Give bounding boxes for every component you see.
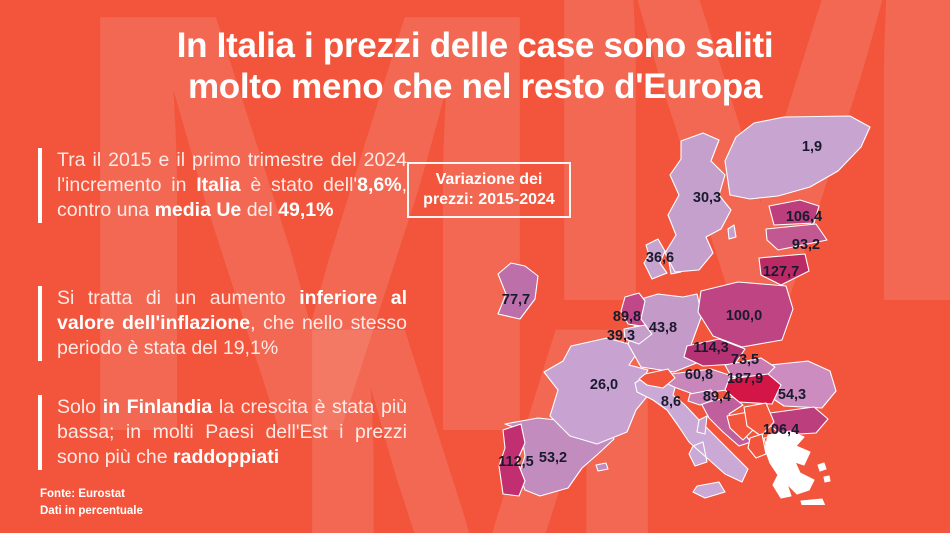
footer: Fonte: Eurostat Dati in percentuale — [40, 486, 143, 520]
text-run: è stato dell' — [240, 174, 358, 196]
greek-islands-white — [800, 462, 831, 505]
country-shape-pt — [498, 423, 526, 497]
country-shape-it — [634, 372, 749, 499]
country-shape-hu — [724, 373, 782, 405]
map-period-label-line-1: Variazione dei — [435, 171, 543, 188]
serbia-no-data — [743, 402, 775, 437]
text-run: in Finlandia — [102, 396, 213, 418]
map-period-label-line-2: prezzi: 2015-2024 — [423, 191, 555, 208]
country-shape-ee — [768, 199, 820, 226]
country-shape-lv — [765, 223, 828, 251]
slovenia-shape — [687, 389, 718, 406]
text-run: 49,1% — [278, 199, 334, 221]
text-run: Solo — [57, 396, 103, 418]
country-value-label-lt: 127,7 — [763, 264, 799, 280]
footer-source: Fonte: Eurostat — [40, 488, 125, 500]
text-run: , contro una — [57, 174, 408, 221]
text-run: del — [241, 199, 279, 221]
country-shape-sk — [724, 357, 776, 379]
text-block-finland-east: Solo in Finlandia la crescita è stata pi… — [38, 395, 407, 470]
balearic-islands-shape — [595, 462, 609, 472]
text-run: Italia — [196, 174, 241, 196]
switzerland-no-data — [638, 368, 676, 389]
text-block-italy-vs-eu-content: Tra il 2015 e il primo trimestre del 202… — [57, 148, 407, 223]
country-value-label-lv: 93,2 — [792, 237, 820, 253]
country-value-label-hr: 89,4 — [703, 389, 731, 405]
country-shape-lt — [758, 253, 810, 286]
footer-note: Dati in percentuale — [40, 505, 143, 517]
country-value-label-de: 43,8 — [649, 320, 677, 336]
country-value-label-pt: 112,5 — [498, 454, 534, 470]
gotland-shape — [727, 224, 737, 240]
country-value-label-be: 39,3 — [607, 328, 635, 344]
country-value-label-cz: 114,3 — [693, 340, 729, 356]
text-run: 8,6% — [357, 174, 402, 196]
text-run: raddoppiati — [173, 446, 280, 468]
country-value-label-at: 60,8 — [685, 367, 713, 383]
map-period-label-box: Variazione dei prezzi: 2015-2024 — [407, 162, 571, 218]
country-value-label-ie: 77,7 — [502, 292, 530, 308]
country-value-label-hu: 187,9 — [727, 371, 763, 387]
text-block-italy-vs-eu: Tra il 2015 e il primo trimestre del 202… — [38, 148, 407, 223]
country-value-label-fi: 1,9 — [802, 139, 822, 155]
europe-choropleth-map: 1,9 8,6 26,0 30,3 36,6 39,3 43,8 53,2 54,3 60,8 73… — [497, 115, 871, 505]
corsica-shape — [696, 415, 708, 435]
country-shape-fi — [724, 115, 871, 200]
text-block-inflation: Si tratta di un aumento inferiore al val… — [38, 286, 407, 361]
page-title: In Italia i prezzi delle case sono salit… — [0, 26, 950, 107]
country-shape-be — [623, 324, 653, 345]
country-value-label-fr: 26,0 — [590, 377, 618, 393]
country-value-label-es: 53,2 — [539, 450, 567, 466]
text-run: inferiore al valore dell'inflazione — [57, 287, 407, 334]
country-shape-nl — [620, 292, 648, 328]
country-value-label-ee: 106,4 — [786, 209, 822, 225]
country-value-label-it: 8,6 — [661, 394, 681, 410]
country-shape-ie — [497, 262, 539, 320]
page-title-line-1: In Italia i prezzi delle case sono salit… — [176, 26, 774, 65]
country-value-label-nl: 89,8 — [613, 309, 641, 325]
country-shape-pl — [697, 281, 794, 348]
page-title-line-2: molto meno che nel resto d'Europa — [187, 66, 763, 106]
text-run: Si tratta di un aumento — [57, 287, 300, 309]
country-value-label-ro: 54,3 — [778, 387, 806, 403]
country-value-label-se: 30,3 — [693, 190, 721, 206]
text-block-inflation-content: Si tratta di un aumento inferiore al val… — [57, 286, 407, 361]
country-value-label-pl: 100,0 — [726, 308, 762, 324]
country-value-label-dk: 36,6 — [646, 250, 674, 266]
montenegro-albania-no-data — [747, 433, 767, 459]
text-run: la crescita è stata più bassa; in molti … — [57, 396, 408, 468]
greece-white — [764, 430, 815, 499]
text-run: Tra il 2015 e il primo trimestre del 202… — [57, 149, 407, 196]
text-block-finland-east-content: Solo in Finlandia la crescita è stata pi… — [57, 395, 407, 470]
text-run: media Ue — [154, 199, 242, 221]
country-value-label-bg: 106,4 — [763, 422, 799, 438]
country-shape-se — [664, 132, 732, 273]
country-value-label-sk: 73,5 — [731, 352, 759, 368]
text-run: , che nello stesso periodo è stata del 1… — [57, 312, 407, 359]
